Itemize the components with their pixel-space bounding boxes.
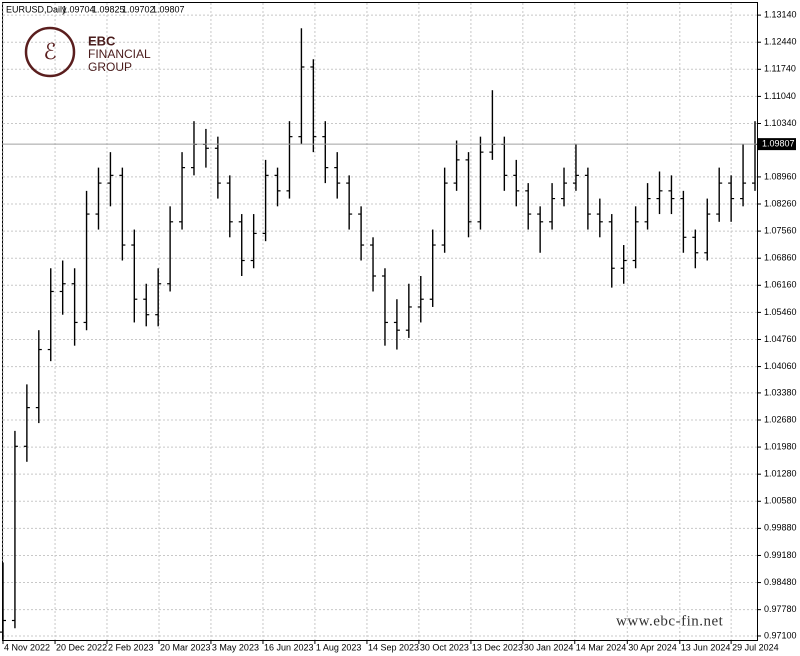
- x-tick-label: 13 Dec 2023: [472, 642, 523, 652]
- y-tick-label: 1.01280: [764, 469, 797, 479]
- x-tick-label: 2 Feb 2023: [108, 642, 154, 652]
- logo-mark: ℰ: [43, 39, 56, 64]
- x-tick-label: 13 Jun 2024: [681, 642, 731, 652]
- current-price-label: 1.09807: [762, 139, 795, 149]
- y-tick-label: 1.08260: [764, 198, 797, 208]
- y-tick-label: 0.98480: [764, 577, 797, 587]
- plot-frame: [2, 2, 758, 641]
- y-tick-label: 0.97780: [764, 604, 797, 614]
- x-tick-label: 30 Apr 2024: [628, 642, 677, 652]
- url: www.ebc-fin.net: [616, 613, 724, 629]
- x-tick-label: 14 Mar 2024: [576, 642, 627, 652]
- y-tick-label: 1.02680: [764, 414, 797, 424]
- x-tick-label: 20 Mar 2023: [160, 642, 211, 652]
- y-tick-label: 1.06160: [764, 280, 797, 290]
- ohlc-low: 1.09702: [122, 4, 155, 14]
- grid: [2, 3, 757, 640]
- symbol: EURUSD,Daily: [6, 4, 67, 14]
- y-tick-label: 1.03380: [764, 387, 797, 397]
- y-tick-label: 1.11740: [764, 64, 796, 74]
- x-tick-label: 29 Jul 2024: [732, 642, 779, 652]
- x-tick-label: 16 Jun 2023: [264, 642, 314, 652]
- x-tick-label: 3 May 2023: [212, 642, 259, 652]
- brand-line: GROUP: [88, 60, 132, 74]
- y-tick-label: 1.13140: [764, 9, 797, 19]
- y-tick-label: 1.00580: [764, 496, 797, 506]
- y-tick-label: 1.10340: [764, 118, 797, 128]
- ohlc-close: 1.09807: [152, 4, 185, 14]
- y-tick-label: 0.97100: [764, 630, 797, 640]
- x-tick-label: 30 Oct 2023: [420, 642, 469, 652]
- logo: ℰ EBC FINANCIAL GROUP: [24, 26, 151, 78]
- brand-line: FINANCIAL: [88, 47, 151, 61]
- x-tick-label: 20 Dec 2022: [56, 642, 107, 652]
- current-price-box: [758, 138, 796, 151]
- y-tick-label: 1.07560: [764, 225, 797, 235]
- x-tick-label: 30 Jan 2024: [524, 642, 574, 652]
- brand: EBC: [88, 33, 116, 48]
- ohlc-high: 1.09825: [92, 4, 125, 14]
- x-tick-label: 14 Sep 2023: [368, 642, 419, 652]
- x-tick-label: 1 Aug 2023: [316, 642, 362, 652]
- y-tick-label: 1.04760: [764, 334, 797, 344]
- y-tick-label: 1.11040: [764, 91, 796, 101]
- bars: [0, 28, 758, 640]
- logo-ring: [24, 26, 76, 78]
- y-tick-label: 0.99180: [764, 550, 797, 560]
- y-tick-label: 1.08960: [764, 171, 797, 181]
- y-tick-label: 1.05460: [764, 307, 797, 317]
- y-tick-label: 1.12440: [764, 37, 797, 47]
- y-tick-label: 1.01980: [764, 441, 797, 451]
- y-tick-label: 1.04060: [764, 361, 797, 371]
- x-tick-label: 4 Nov 2022: [4, 642, 50, 652]
- y-tick-label: 0.99880: [764, 523, 797, 533]
- y-tick-label: 1.06860: [764, 253, 797, 263]
- ohlc-open: 1.09704: [62, 4, 95, 14]
